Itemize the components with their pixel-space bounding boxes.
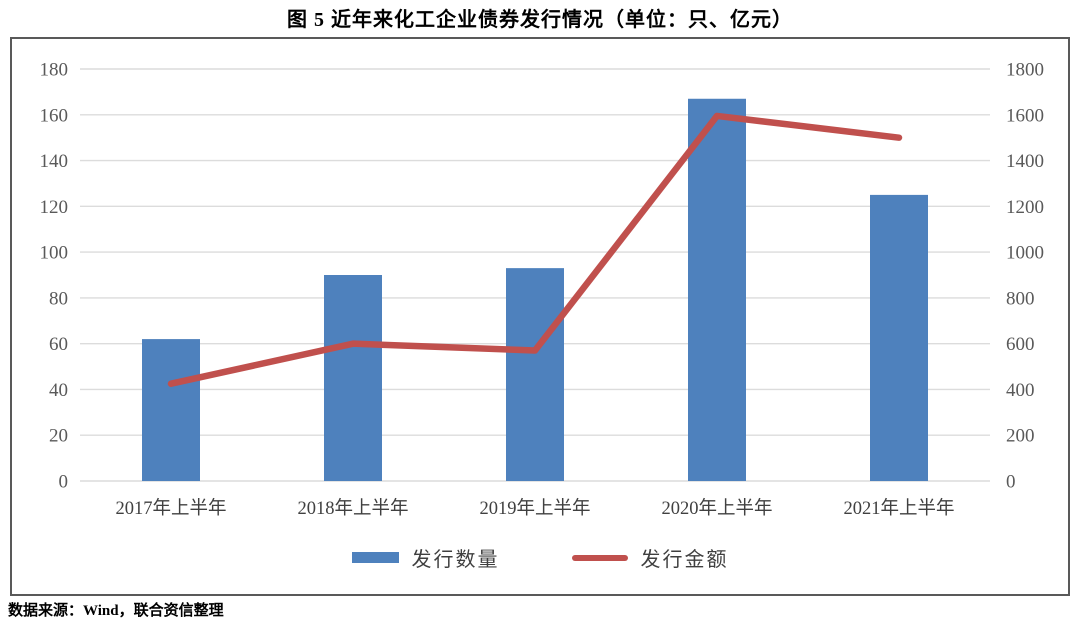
left-axis-tick-label: 180 <box>40 60 69 81</box>
right-axis-tick-label: 1600 <box>1006 105 1044 126</box>
right-axis-tick-label: 400 <box>1006 380 1035 401</box>
left-axis-tick-label: 20 <box>49 426 68 447</box>
chart-plot-canvas: 0204060801001201401601800200400600800100… <box>40 60 1045 520</box>
right-axis-tick-label: 200 <box>1006 426 1035 447</box>
right-axis-tick-label: 800 <box>1006 288 1035 309</box>
right-axis-tick-label: 0 <box>1006 472 1016 493</box>
bar-series-swatch-icon <box>351 552 399 563</box>
bar-发行数量 <box>506 268 564 481</box>
right-axis-tick-label: 1200 <box>1006 197 1044 218</box>
x-category-label: 2018年上半年 <box>297 498 408 519</box>
bar-发行数量 <box>142 339 200 481</box>
x-category-label: 2021年上半年 <box>843 498 954 519</box>
legend-label-line-series: 发行金额 <box>640 549 729 571</box>
right-axis-tick-label: 1800 <box>1006 60 1044 81</box>
legend-item-line-series: 发行金额 <box>571 543 729 572</box>
x-category-label: 2019年上半年 <box>479 498 590 519</box>
left-axis-tick-label: 40 <box>49 380 68 401</box>
right-axis-tick-label: 1400 <box>1006 151 1044 172</box>
data-source-note: 数据来源：Wind，联合资信整理 <box>8 603 224 619</box>
left-axis-tick-label: 80 <box>49 288 68 309</box>
x-category-label: 2020年上半年 <box>661 498 772 519</box>
right-axis-tick-label: 1000 <box>1006 243 1044 264</box>
chart-area: 0 20 40 60 80 100 120 140 160 180 0 200 400 600 800 100… <box>10 37 1070 596</box>
legend-label-bar-series: 发行数量 <box>411 549 500 571</box>
bar-发行数量 <box>688 98 746 481</box>
line-series-swatch-icon <box>571 554 628 561</box>
x-category-label: 2017年上半年 <box>115 498 226 519</box>
bar-发行数量 <box>324 275 382 481</box>
right-axis-tick-label: 600 <box>1006 334 1035 355</box>
chart-legend: 发行数量 发行金额 <box>12 543 1068 572</box>
bar-发行数量 <box>870 194 928 481</box>
chart-title: 图 5 近年来化工企业债券发行情况（单位：只、亿元） <box>287 9 793 31</box>
left-axis-tick-label: 100 <box>40 243 69 264</box>
left-axis-tick-label: 160 <box>40 105 69 126</box>
line-发行金额 <box>167 112 903 387</box>
left-axis-tick-label: 140 <box>40 151 69 172</box>
legend-item-bar-series: 发行数量 <box>351 543 500 572</box>
left-axis-tick-label: 120 <box>40 197 69 218</box>
left-axis-tick-label: 0 <box>59 472 69 493</box>
left-axis-tick-label: 60 <box>49 334 68 355</box>
